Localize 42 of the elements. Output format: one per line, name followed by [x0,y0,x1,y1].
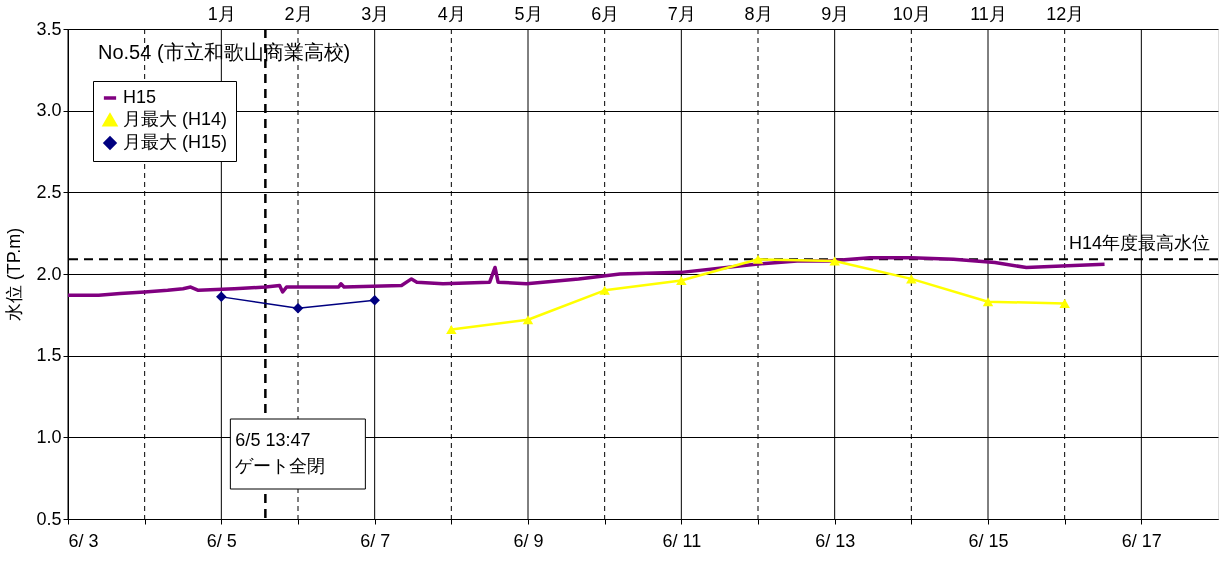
point [752,254,764,264]
x-tick-label: 6/ 13 [815,530,856,551]
x2-tick-label: 8月 [744,3,773,24]
x2-tick-label: 9月 [821,3,850,24]
x2-tick-label: 10月 [892,3,931,24]
point [522,315,534,325]
point [292,303,304,314]
x-tick-label: 6/ 5 [206,530,237,551]
y-tick-label: 2.0 [36,263,62,284]
x-tick-label: 6/ 3 [68,530,99,551]
x2-tick-label: 3月 [361,3,390,24]
y-tick-label: 2.5 [36,181,62,202]
x2-tick-label: 7月 [667,3,696,24]
legend-label: H15 [123,87,157,107]
x2-tick-label: 1月 [207,3,236,24]
y-axis-title: 水位 (TP.m) [4,227,25,322]
x2-tick-label: 11月 [970,3,1007,24]
legend-label: 月最大 (H15) [123,132,228,152]
x-tick-label: 6/ 7 [360,530,391,551]
y-tick-label: 1.5 [36,345,62,366]
x-tick-label: 6/ 17 [1121,530,1162,551]
legend-label: 月最大 (H14) [123,109,228,129]
x2-tick-label: 4月 [437,3,466,24]
x-tick-label: 6/ 11 [662,530,702,551]
y-tick-label: 3.0 [36,100,62,121]
x2-tick-label: 6月 [591,3,620,24]
x-tick-label: 6/ 15 [968,530,1009,551]
ref-line-label: 6/5 13:47 ゲート全閉 [235,430,326,476]
point [369,294,380,306]
x-tick-label: 6/ 9 [513,530,544,551]
point [982,297,994,307]
x2-tick-label: 12月 [1046,3,1085,24]
y-tick-label: 1.0 [36,426,62,447]
x2-tick-label: 2月 [284,3,313,24]
x2-tick-label: 5月 [514,3,543,24]
point [676,275,687,286]
y-tick-label: 3.5 [36,18,62,39]
point [446,324,457,335]
point [1059,298,1070,308]
y-tick-label: 0.5 [36,508,62,529]
point [216,291,227,303]
point [599,285,610,295]
